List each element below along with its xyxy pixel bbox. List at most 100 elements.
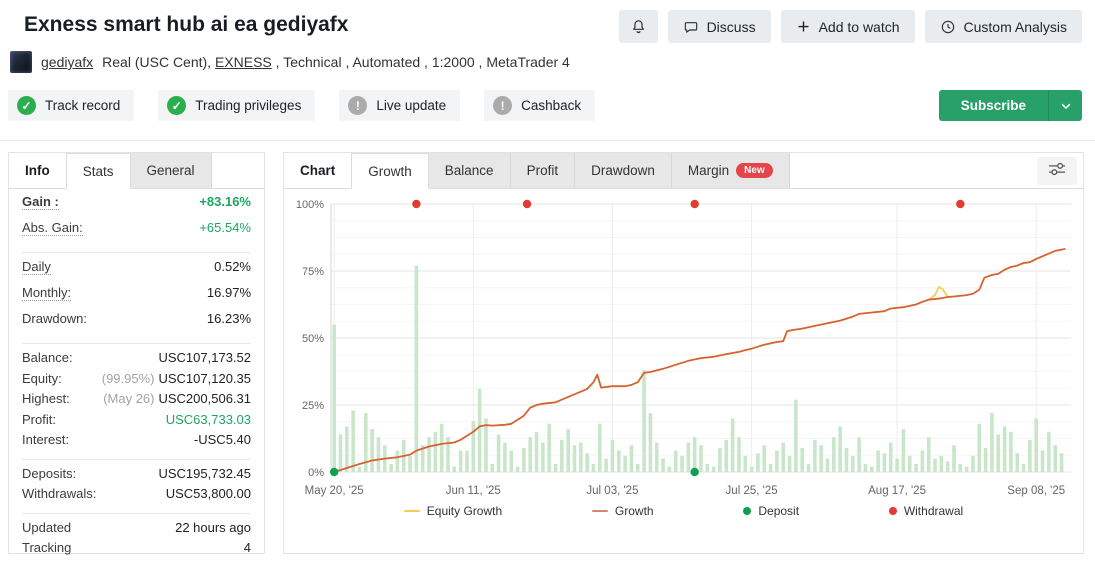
stat-value: 22 hours ago (175, 519, 251, 535)
account-name-link[interactable]: gediyafx (41, 54, 94, 70)
legend-item-equity-growth[interactable]: Equity Growth (403, 504, 502, 518)
chart-legend: Equity Growth Growth Deposit Withdrawal (314, 504, 1053, 518)
sliders-icon (1047, 161, 1067, 182)
chart-tab-margin[interactable]: Margin New (671, 153, 790, 188)
legend-item-withdrawal[interactable]: Withdrawal (888, 504, 964, 518)
stat-label: Equity: (22, 370, 62, 386)
stat-label[interactable]: Gain : (22, 194, 59, 210)
svg-text:Sep 08, '25: Sep 08, '25 (1007, 485, 1065, 497)
stat-label: Highest: (22, 391, 70, 406)
chart-tab-drawdown[interactable]: Drawdown (575, 153, 672, 188)
stat-row: Updated 22 hours ago (22, 520, 251, 541)
badge-label: Track record (45, 98, 121, 113)
tab-label: Profit (526, 163, 559, 178)
stats-tab-general[interactable]: General (130, 153, 212, 188)
subscribe-button[interactable]: Subscribe (938, 90, 1082, 121)
tab-label: Margin (687, 163, 730, 178)
stat-value: (99.95%) USC107,120.35 (101, 370, 251, 386)
header-actions: Discuss Add to watch Custom Analysis (618, 10, 1082, 43)
stat-value: 16.23% (206, 311, 251, 326)
legend-label: Growth (614, 504, 654, 518)
stats-tab-stats[interactable]: Stats (65, 153, 131, 189)
legend-line-swatch (591, 509, 608, 513)
stat-row: Interest: -USC5.40 (22, 432, 251, 453)
stats-list: Gain : +83.16% Abs. Gain: +65.54% Daily 0.52%… (9, 189, 264, 561)
account-meta: , Technical , Automated , 1:2000 , MetaT… (271, 54, 570, 70)
add-to-watch-button[interactable]: Add to watch (780, 10, 915, 43)
stat-value: USC63,733.03 (165, 411, 251, 427)
badge-label: Trading privileges (195, 98, 302, 113)
custom-analysis-button[interactable]: Custom Analysis (924, 10, 1082, 43)
add-to-watch-label: Add to watch (818, 18, 900, 35)
account-type: Real (USC Cent), (102, 54, 215, 70)
stat-row: Gain : +83.16% (22, 194, 251, 220)
legend-dot-swatch (888, 507, 897, 515)
deposit-markers (329, 467, 699, 477)
stat-value-note: (May 26) (103, 391, 155, 406)
chart-panel: Chart Growth Balance Profit Drawdown Margin Ne… (283, 152, 1084, 554)
stat-label: Drawdown: (22, 311, 88, 326)
account-description: Real (USC Cent), EXNESS , Technical , Au… (102, 54, 570, 70)
growth-chart-svg[interactable]: 0% 25% 50% 75% 100% May 20, '25 Jun 11, '25 Jul… (284, 190, 1083, 502)
withdrawal-markers (412, 199, 965, 209)
chart-tab-chart[interactable]: Chart (284, 153, 351, 188)
subscribe-label: Subscribe (938, 90, 1048, 121)
legend-line-swatch (403, 509, 420, 513)
notifications-button[interactable] (618, 10, 658, 43)
stat-label: Balance: (22, 350, 73, 365)
tab-label: Info (25, 163, 50, 178)
stat-row: Equity: (99.95%) USC107,120.35 (22, 371, 251, 392)
discuss-button[interactable]: Discuss (667, 10, 771, 43)
stat-row: Withdrawals: USC53,800.00 (22, 486, 251, 507)
custom-analysis-label: Custom Analysis (963, 18, 1067, 35)
growth-chart[interactable]: 0% 25% 50% 75% 100% May 20, '25 Jun 11, '25 Jul… (284, 190, 1083, 507)
stats-divider (22, 252, 251, 253)
chart-tab-profit[interactable]: Profit (510, 153, 576, 188)
chart-settings-button[interactable] (1037, 157, 1077, 185)
svg-text:50%: 50% (302, 333, 324, 345)
legend-label: Withdrawal (903, 504, 964, 518)
svg-text:Jul 25, '25: Jul 25, '25 (726, 485, 778, 497)
stat-row: Profit: USC63,733.03 (22, 412, 251, 433)
stats-tab-info[interactable]: Info (9, 153, 66, 188)
legend-item-growth[interactable]: Growth (591, 504, 654, 518)
stat-row: Monthly: 16.97% (22, 285, 251, 311)
stat-label: Tracking (22, 540, 72, 555)
chart-tab-balance[interactable]: Balance (428, 153, 511, 188)
stat-label[interactable]: Abs. Gain: (22, 220, 83, 236)
tab-label: General (146, 163, 195, 178)
check-circle-icon: ✓ (17, 96, 36, 115)
svg-text:Jun 11, '25: Jun 11, '25 (446, 485, 501, 497)
svg-text:Aug 17, '25: Aug 17, '25 (868, 485, 926, 497)
stat-row: Tracking 4 (22, 540, 251, 561)
avatar[interactable] (10, 51, 32, 73)
stat-label[interactable]: Monthly: (22, 285, 72, 301)
daily-gain-bars (332, 265, 1064, 472)
broker-link[interactable]: EXNESS (214, 54, 272, 70)
badge-trading-privileges[interactable]: ✓ Trading privileges (158, 90, 316, 121)
legend-item-deposit[interactable]: Deposit (743, 504, 799, 518)
badge-cashback[interactable]: ! Cashback (484, 90, 596, 121)
page-title: Exness smart hub ai ea gediyafx (24, 13, 349, 36)
chart-tab-growth[interactable]: Growth (351, 153, 429, 189)
stats-panel: Info Stats General Gain : +83.16% Abs. Gain:… (8, 152, 265, 555)
svg-text:0%: 0% (308, 467, 324, 479)
speech-bubble-icon (683, 19, 699, 35)
badge-live-update[interactable]: ! Live update (339, 90, 461, 121)
stat-row: Abs. Gain: +65.54% (22, 220, 251, 246)
tab-label: Balance (444, 163, 494, 178)
stat-value: -USC5.40 (193, 432, 251, 447)
tab-label: Stats (82, 163, 114, 179)
badge-label: Cashback (521, 98, 582, 113)
stat-label[interactable]: Daily (22, 259, 51, 275)
exclamation-circle-icon: ! (348, 96, 368, 115)
chart-panel-tabbar: Chart Growth Balance Profit Drawdown Margin Ne… (284, 153, 1083, 189)
stat-row: Highest: (May 26) USC200,506.31 (22, 391, 251, 412)
stat-row: Daily 0.52% (22, 259, 251, 285)
stat-value: 4 (243, 540, 251, 555)
badge-track-record[interactable]: ✓ Track record (8, 90, 135, 121)
stats-panel-tabbar: Info Stats General (9, 153, 264, 189)
chevron-down-icon[interactable] (1048, 90, 1082, 121)
tab-label: Growth (368, 163, 412, 179)
